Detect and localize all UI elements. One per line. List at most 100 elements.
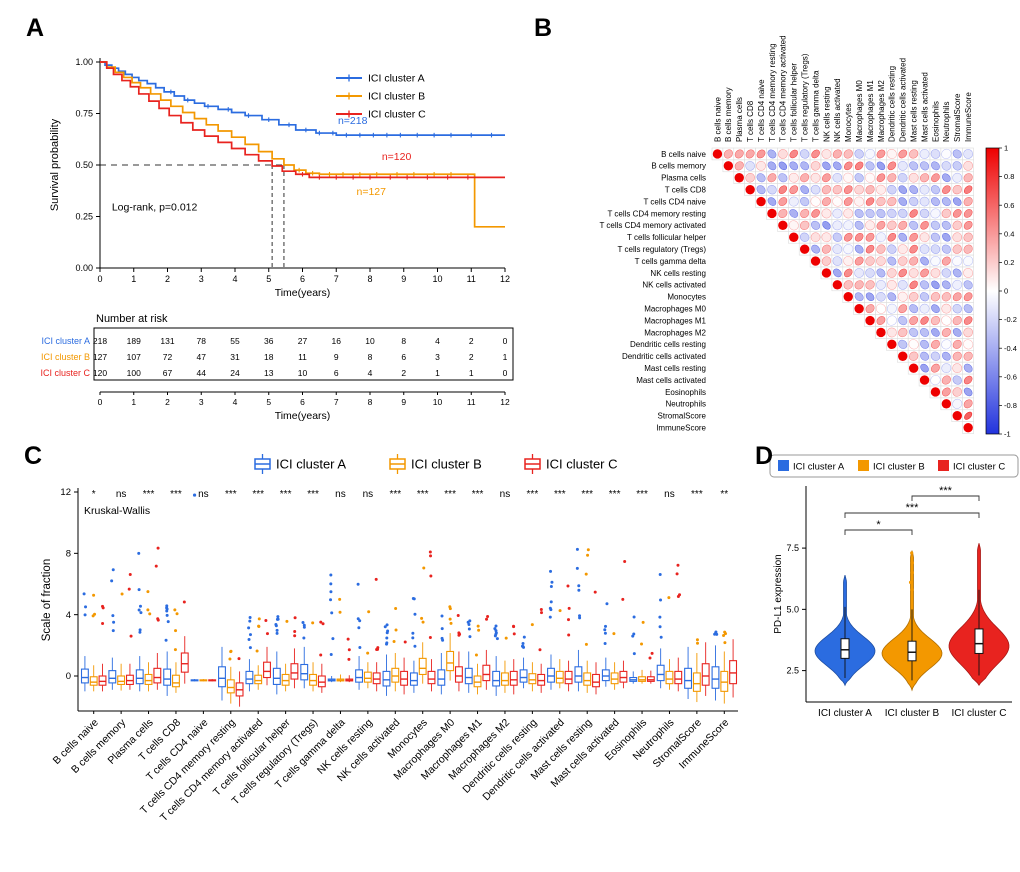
corr-ellipse [854, 184, 864, 195]
corr-ellipse [723, 149, 733, 159]
svg-text:ICI cluster A: ICI cluster A [276, 457, 346, 472]
corr-ellipse [843, 208, 854, 219]
box [537, 673, 546, 686]
svg-text:0.2: 0.2 [1004, 258, 1014, 267]
corr-ellipse [952, 220, 962, 231]
corr-diagonal-dot [952, 411, 962, 421]
outlier-dot [156, 617, 160, 621]
svg-text:120: 120 [93, 368, 107, 378]
outlier-dot [137, 608, 141, 612]
corr-ellipse [898, 327, 908, 338]
corr-ellipse [908, 292, 919, 302]
svg-text:ImmuneScore: ImmuneScore [656, 423, 706, 432]
corr-ellipse [963, 375, 973, 385]
corr-ellipse [941, 220, 951, 230]
corr-ellipse [952, 172, 963, 183]
corr-diagonal-dot [843, 292, 853, 302]
corr-ellipse [898, 173, 908, 183]
corr-ellipse [952, 363, 963, 374]
outlier-dot [293, 634, 297, 638]
svg-text:Dendritic cells activated: Dendritic cells activated [622, 352, 706, 361]
corr-ellipse [952, 398, 963, 409]
corr-ellipse [920, 268, 929, 278]
corr-ellipse [865, 172, 876, 183]
corr-ellipse [734, 161, 744, 171]
panel-c-label: C [24, 442, 43, 470]
svg-text:***: *** [307, 489, 319, 500]
svg-text:T cells CD4 naive: T cells CD4 naive [643, 197, 706, 206]
outlier-dot [420, 616, 424, 620]
corr-ellipse [952, 268, 962, 278]
outlier-dot [623, 559, 627, 563]
corr-ellipse [832, 196, 843, 207]
outlier-dot [383, 625, 387, 629]
corr-ellipse [920, 221, 929, 230]
svg-text:T cells gamma delta: T cells gamma delta [635, 257, 707, 266]
corr-ellipse [952, 256, 963, 267]
corr-ellipse [887, 173, 897, 183]
outlier-dot [329, 573, 333, 577]
outlier-dot [346, 637, 350, 641]
svg-text:**: ** [720, 489, 728, 500]
corr-ellipse [854, 256, 864, 266]
corr-ellipse [952, 279, 963, 290]
corr-ellipse [865, 161, 875, 171]
km-curve [100, 61, 505, 179]
svg-text:Dendritic cells activated: Dendritic cells activated [899, 58, 908, 142]
svg-text:Neutrophils: Neutrophils [666, 400, 706, 409]
box [583, 672, 592, 686]
box [720, 670, 729, 692]
outlier-dot [456, 614, 460, 618]
corr-ellipse [941, 148, 952, 159]
corr-ellipse [898, 268, 908, 278]
corr-ellipse [941, 339, 952, 350]
corr-diagonal-dot [767, 208, 777, 219]
box [317, 675, 326, 688]
box [117, 675, 126, 685]
corr-ellipse [930, 268, 941, 278]
corr-ellipse [788, 172, 799, 183]
svg-text:11: 11 [298, 352, 307, 362]
outlier-dot [257, 625, 261, 629]
box [711, 666, 720, 689]
corr-ellipse [909, 149, 919, 159]
outlier-dot [275, 631, 279, 635]
outlier-dot [723, 630, 727, 634]
svg-text:6: 6 [300, 274, 305, 284]
corr-ellipse [919, 149, 930, 159]
outlier-dot [112, 620, 116, 624]
svg-text:6: 6 [334, 368, 339, 378]
svg-text:ICI cluster B: ICI cluster B [885, 708, 940, 719]
outlier-dot [111, 629, 115, 633]
corr-ellipse [821, 244, 831, 254]
outlier-dot [530, 623, 534, 627]
svg-text:ICI cluster C: ICI cluster C [951, 708, 1006, 719]
svg-text:Mast cells activated: Mast cells activated [920, 72, 929, 142]
corr-ellipse [778, 161, 788, 171]
svg-text:Monocytes: Monocytes [667, 293, 706, 302]
corr-ellipse [920, 316, 929, 325]
corr-ellipse [821, 256, 832, 266]
svg-text:ICI cluster B: ICI cluster B [41, 352, 90, 362]
corr-ellipse [952, 315, 962, 326]
outlier-dot [695, 641, 699, 645]
outlier-dot [695, 638, 699, 642]
outlier-dot [659, 635, 663, 639]
corr-ellipse [941, 375, 951, 385]
outlier-dot [83, 613, 87, 617]
corr-ellipse [854, 232, 864, 242]
outlier-dot [494, 631, 498, 635]
box [108, 670, 117, 684]
corr-ellipse [931, 280, 940, 290]
corr-ellipse [930, 244, 941, 254]
corr-ellipse [963, 280, 973, 290]
svg-text:7: 7 [334, 274, 339, 284]
corr-ellipse [909, 256, 919, 266]
outlier-dot [429, 554, 433, 558]
box [610, 672, 619, 685]
svg-text:2: 2 [469, 336, 474, 346]
corr-ellipse [941, 256, 951, 266]
svg-text:ICI cluster C: ICI cluster C [953, 462, 1005, 473]
outlier-dot [910, 588, 914, 592]
svg-text:9: 9 [334, 352, 339, 362]
